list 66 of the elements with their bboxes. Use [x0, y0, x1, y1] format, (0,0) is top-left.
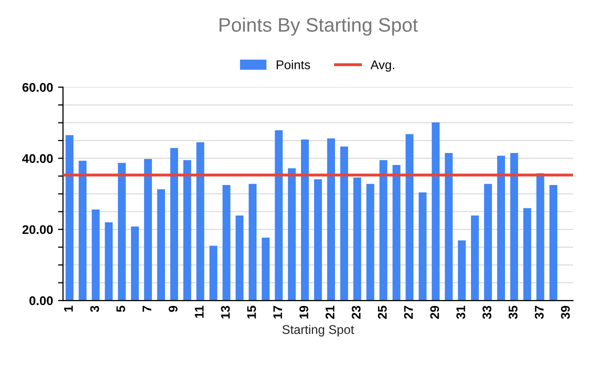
x-tick-label: 17: [273, 306, 282, 318]
bar: [327, 138, 335, 301]
x-tick-label: 11: [194, 306, 204, 318]
x-tick-label: 33: [482, 306, 492, 319]
x-tick-label: 21: [326, 306, 334, 319]
bar: [209, 246, 218, 301]
bar: [222, 184, 230, 301]
x-tick-label: 13: [220, 306, 230, 318]
bar: [92, 209, 100, 301]
x-tick-label: 23: [352, 306, 361, 319]
x-tick-label: 19: [299, 306, 308, 318]
bar: [104, 222, 113, 301]
bar: [497, 156, 505, 301]
bar: [458, 240, 466, 301]
bar: [353, 177, 362, 301]
legend-label: Avg.: [370, 60, 394, 72]
bar: [484, 184, 492, 301]
y-tick-label: 40.00: [22, 154, 53, 163]
bar: [157, 189, 165, 301]
bar: [236, 216, 244, 301]
bar: [314, 179, 322, 301]
bar: [78, 160, 87, 301]
bar: [549, 184, 558, 301]
x-tick-label: 1: [64, 306, 73, 312]
bar: [248, 184, 257, 301]
bar: [288, 168, 296, 301]
y-tick-label: 20.00: [22, 225, 53, 234]
bar: [118, 162, 126, 301]
bar: [340, 146, 348, 301]
chart-title: Points By Starting Spot: [220, 18, 418, 36]
bar: [432, 122, 440, 301]
x-tick-label: 5: [116, 306, 126, 312]
x-tick-label: 35: [508, 306, 518, 319]
y-tick-label: 0.00: [29, 296, 53, 306]
x-tick-label: 3: [90, 306, 100, 312]
bar: [196, 142, 204, 301]
bar: [379, 160, 388, 301]
bar: [536, 173, 544, 301]
bar: [183, 160, 192, 301]
bar: [406, 134, 414, 301]
bar: [66, 135, 74, 301]
x-tick-label: 27: [404, 306, 413, 319]
x-tick-label: 37: [534, 306, 544, 319]
bar: [418, 192, 427, 301]
legend-label: Points: [276, 60, 310, 70]
x-tick-label: 29: [430, 306, 440, 319]
x-tick-label: 39: [560, 306, 570, 319]
x-tick-label: 31: [456, 306, 466, 319]
x-tick-label: 25: [378, 306, 387, 319]
bar: [301, 139, 309, 301]
bar: [471, 216, 479, 301]
x-tick-label: 7: [142, 306, 152, 312]
x-axis-title: Starting Spot: [282, 324, 354, 336]
bar: [170, 148, 178, 301]
bar: [510, 152, 518, 301]
bar: [523, 208, 532, 301]
bar: [392, 165, 400, 301]
bar: [444, 152, 453, 301]
bar: [131, 226, 139, 301]
bar: [366, 184, 374, 301]
y-tick-label: 60.00: [22, 82, 53, 92]
x-tick-label: 15: [247, 306, 256, 318]
bar: [274, 130, 283, 301]
x-tick-label: 9: [168, 306, 178, 312]
bar: [262, 238, 270, 301]
bar: [144, 159, 152, 301]
